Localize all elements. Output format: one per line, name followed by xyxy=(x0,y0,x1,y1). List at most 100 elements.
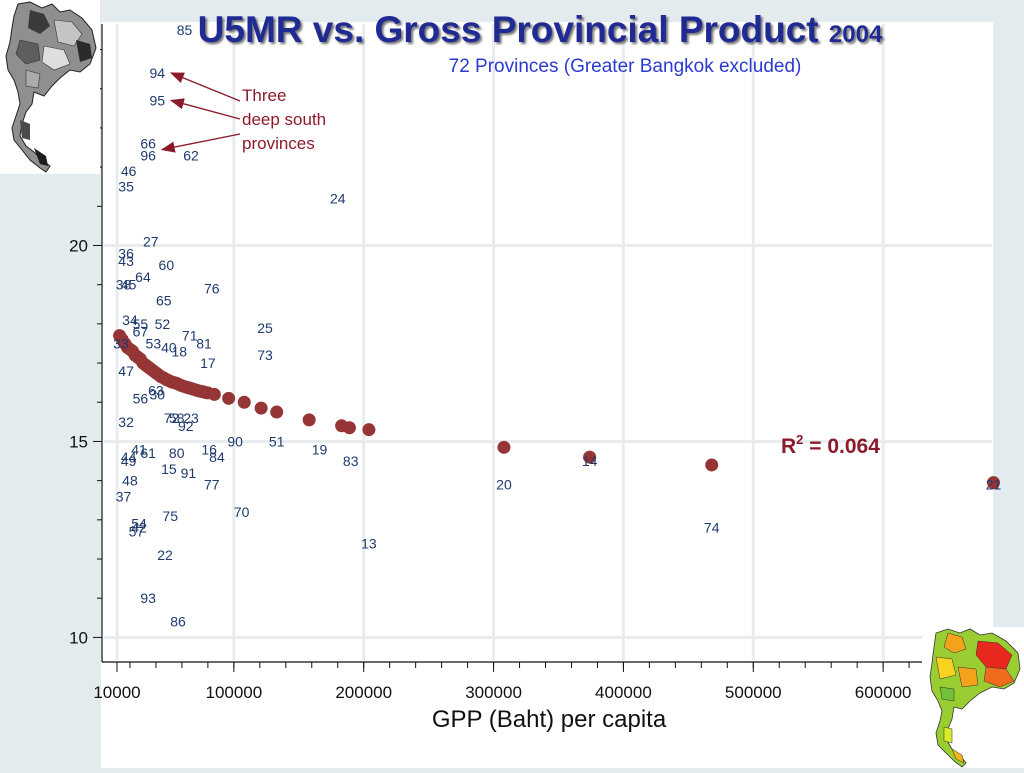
chart-title-year: 2004 xyxy=(828,21,883,48)
fitted-point xyxy=(497,440,511,454)
province-label: 58 xyxy=(169,410,185,426)
province-label: 84 xyxy=(209,449,225,465)
plot-panel xyxy=(101,22,993,768)
province-label: 83 xyxy=(343,453,359,469)
province-label: 71 xyxy=(182,328,198,344)
province-label: 72 xyxy=(164,410,180,426)
province-label: 25 xyxy=(257,320,273,336)
province-label: 61 xyxy=(140,445,156,461)
province-label: 34 xyxy=(122,312,138,328)
province-label: 70 xyxy=(234,504,250,520)
province-label: 27 xyxy=(143,234,159,250)
axis-layer: 10 15 20 10000 100000 200000 300000 400000 50000… xyxy=(69,24,988,702)
province-label: 92 xyxy=(178,418,194,434)
chart-title-text: U5MR vs. Gross Provincial Product xyxy=(197,9,819,50)
province-label: 42 xyxy=(131,520,147,536)
province-label: 77 xyxy=(204,477,220,493)
province-label: 22 xyxy=(157,547,173,563)
title-block: U5MR vs. Gross Provincial Product 2004 7… xyxy=(100,8,980,78)
province-label: 49 xyxy=(121,453,137,469)
annotation-arrow xyxy=(169,72,241,102)
fitted-point xyxy=(583,450,597,464)
grid-layer xyxy=(104,24,992,660)
province-label: 21 xyxy=(986,477,1002,493)
fitted-point xyxy=(705,458,719,472)
fitted-point xyxy=(342,421,356,435)
province-label: 36 xyxy=(118,245,134,261)
province-label: 46 xyxy=(121,163,137,179)
province-label: 52 xyxy=(155,316,171,332)
thailand-map-color xyxy=(922,627,1024,768)
annotation-line-3: provinces xyxy=(242,134,315,153)
province-label: 56 xyxy=(133,390,149,406)
province-label: 14 xyxy=(582,453,598,469)
fitted-point xyxy=(987,476,1001,490)
province-label: 17 xyxy=(200,355,216,371)
province-label: 65 xyxy=(156,292,172,308)
y-tick-label: 20 xyxy=(69,236,88,255)
province-label: 30 xyxy=(149,386,165,402)
x-tick-label: 400000 xyxy=(595,683,652,702)
province-label: 13 xyxy=(361,535,377,551)
province-label: 43 xyxy=(118,253,134,269)
fitted-point xyxy=(237,395,251,409)
chart-title: U5MR vs. Gross Provincial Product 2004 xyxy=(100,8,980,57)
province-label: 55 xyxy=(133,316,149,332)
fitted-point xyxy=(302,413,316,427)
province-label: 51 xyxy=(269,433,285,449)
province-label: 35 xyxy=(118,179,134,195)
annotation-layer xyxy=(160,72,241,153)
province-label: 80 xyxy=(169,445,185,461)
annotation-line-2: deep south xyxy=(242,110,326,129)
annotation-arrow xyxy=(160,133,241,153)
thailand-map-gray xyxy=(0,0,100,174)
fitted-point xyxy=(362,423,376,437)
province-label: 19 xyxy=(312,441,328,457)
x-tick-label: 10000 xyxy=(93,683,140,702)
y-tick-label: 15 xyxy=(69,432,88,451)
province-label: 54 xyxy=(131,516,147,532)
province-label: 85 xyxy=(177,22,193,38)
province-label: 48 xyxy=(122,473,138,489)
province-label: 86 xyxy=(170,614,186,630)
chart-subtitle: 72 Provinces (Greater Bangkok excluded) xyxy=(448,56,802,77)
province-label: 76 xyxy=(204,281,220,297)
province-label: 16 xyxy=(201,441,217,457)
x-tick-label: 100000 xyxy=(205,683,262,702)
province-label: 32 xyxy=(118,414,134,430)
province-label: 67 xyxy=(133,324,149,340)
province-label: 75 xyxy=(162,508,178,524)
province-label: 47 xyxy=(118,363,134,379)
province-label: 96 xyxy=(140,147,156,163)
fitted-point xyxy=(207,387,221,401)
province-label: 81 xyxy=(196,335,212,351)
r-squared-exponent: 2 xyxy=(796,432,803,447)
province-label: 20 xyxy=(496,477,512,493)
province-label: 66 xyxy=(140,136,156,152)
annotation-arrow xyxy=(169,98,241,120)
province-label: 44 xyxy=(121,449,137,465)
province-label: 90 xyxy=(227,433,243,449)
province-label: 73 xyxy=(257,347,273,363)
x-tick-label: 600000 xyxy=(855,683,912,702)
x-tick-label: 200000 xyxy=(335,683,392,702)
province-label: 41 xyxy=(131,441,147,457)
fitted-point xyxy=(270,405,284,419)
province-label: 23 xyxy=(183,410,199,426)
province-label: 95 xyxy=(149,92,165,108)
province-label: 45 xyxy=(121,277,137,293)
r-squared-label: R2 = 0.064 xyxy=(781,432,880,458)
x-axis-title: GPP (Baht) per capita xyxy=(432,706,667,733)
province-label: 15 xyxy=(161,461,177,477)
y-tick-label: 10 xyxy=(69,628,88,647)
annotation-line-1: Three xyxy=(242,86,286,105)
province-label: 63 xyxy=(148,382,164,398)
annotation-text: Three deep south provinces xyxy=(242,86,326,153)
province-label: 74 xyxy=(704,520,720,536)
province-label: 24 xyxy=(330,190,346,206)
r-squared-prefix: R xyxy=(781,435,796,458)
province-label: 64 xyxy=(135,269,151,285)
province-label: 62 xyxy=(183,147,199,163)
province-label: 60 xyxy=(159,257,175,273)
